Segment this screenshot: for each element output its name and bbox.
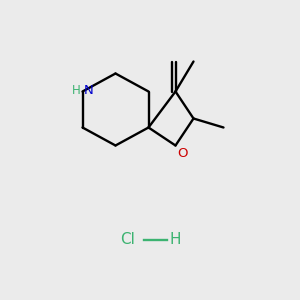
Text: N: N	[84, 83, 94, 97]
Text: Cl: Cl	[120, 232, 135, 247]
Text: H: H	[170, 232, 181, 247]
Text: H: H	[72, 83, 81, 97]
Text: O: O	[177, 147, 188, 160]
